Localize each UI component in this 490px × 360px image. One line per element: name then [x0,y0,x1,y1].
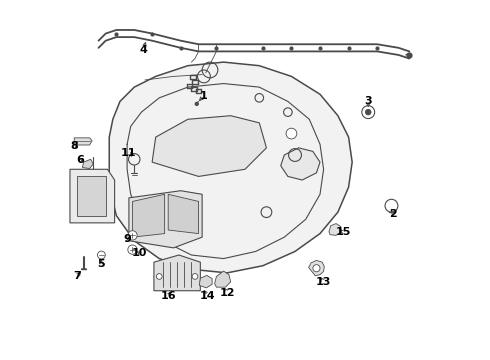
Text: 11: 11 [121,148,137,158]
Circle shape [98,251,105,259]
Text: 7: 7 [73,271,81,282]
Circle shape [156,274,162,279]
Circle shape [192,274,198,279]
Circle shape [195,102,199,106]
Text: 15: 15 [336,227,351,237]
Polygon shape [132,194,165,237]
Text: 6: 6 [76,156,84,165]
Text: 9: 9 [123,234,131,244]
Text: 2: 2 [390,209,397,219]
Polygon shape [281,148,320,180]
Text: 5: 5 [98,259,105,269]
Text: 1: 1 [200,91,208,101]
Polygon shape [154,255,200,291]
Polygon shape [129,191,202,248]
Polygon shape [70,169,115,223]
Polygon shape [152,116,267,176]
Circle shape [362,106,375,118]
Polygon shape [215,271,231,287]
Text: 4: 4 [139,45,147,55]
Polygon shape [74,138,92,145]
Polygon shape [109,62,352,273]
Circle shape [313,265,320,272]
Polygon shape [199,275,212,288]
Circle shape [128,231,137,240]
Text: 8: 8 [71,141,78,151]
Text: 16: 16 [160,291,176,301]
Text: 12: 12 [220,288,235,297]
Text: 10: 10 [132,248,147,258]
Polygon shape [82,159,93,168]
Circle shape [128,245,137,254]
Text: 3: 3 [365,96,372,107]
Circle shape [286,128,297,139]
Circle shape [366,109,371,115]
Polygon shape [77,176,106,216]
Polygon shape [309,260,324,276]
Text: 13: 13 [316,277,331,287]
Polygon shape [168,194,198,234]
Text: 14: 14 [200,291,215,301]
Polygon shape [329,224,342,235]
